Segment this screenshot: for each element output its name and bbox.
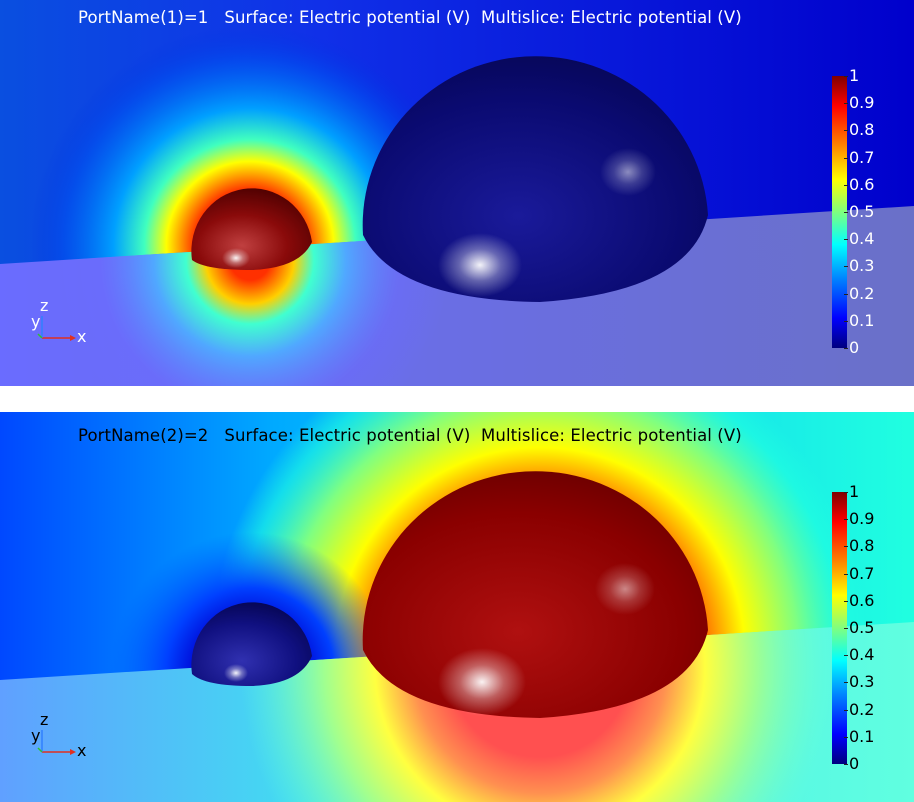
plot-title: PortName(1)=1 Surface: Electric potentia… — [78, 8, 742, 27]
colorbar-tick-label: 0.3 — [843, 672, 875, 692]
y-axis-label: y — [31, 312, 41, 331]
large-sphere[interactable] — [362, 471, 708, 718]
colorbar-tick-label: 0 — [843, 338, 860, 357]
axis-triad — [37, 316, 76, 341]
colorbar-tick-label: 0.4 — [843, 229, 875, 249]
z-axis-label: z — [40, 296, 49, 315]
plot-panel-port-1: PortName(1)=1 Surface: Electric potentia… — [0, 0, 914, 386]
colorbar-tick-label: 0.6 — [843, 174, 875, 194]
y-axis-label: y — [31, 726, 41, 745]
z-axis-label: z — [40, 710, 49, 729]
colorbar-tick-label: 0.3 — [843, 256, 875, 276]
colorbar-ticks: 1 0.9 0.8 0.7 0.6 0.5 0.4 0.3 0.2 0.1 0 — [843, 482, 909, 774]
colorbar-tick-label: 0.2 — [843, 283, 875, 303]
colorbar-tick-label: 0.1 — [843, 310, 875, 330]
colorbar-tick-label: 0.6 — [843, 590, 875, 610]
x-axis-label: x — [77, 327, 87, 346]
large-sphere-highlight-2 — [600, 148, 656, 196]
small-sphere-highlight — [224, 664, 248, 682]
large-sphere[interactable] — [362, 56, 708, 302]
colorbar-tick-label: 0.7 — [843, 563, 875, 583]
scene-3d-view[interactable] — [0, 412, 914, 802]
small-sphere[interactable] — [191, 188, 312, 270]
plot-title: PortName(2)=2 Surface: Electric potentia… — [78, 426, 742, 445]
large-sphere-highlight — [438, 233, 522, 297]
colorbar-tick-label: 1 — [843, 66, 860, 85]
colorbar-tick-label: 0.2 — [843, 699, 875, 719]
colorbar-tick-label: 0.8 — [843, 536, 875, 556]
x-axis-arrowhead — [70, 335, 76, 341]
large-sphere-highlight — [438, 648, 526, 716]
y-axis-arrow — [37, 333, 43, 339]
x-axis-label: x — [77, 741, 87, 760]
colorbar-ticks: 1 0.9 0.8 0.7 0.6 0.5 0.4 0.3 0.2 0.1 0 — [843, 66, 909, 358]
colorbar-tick-label: 0.7 — [843, 147, 875, 167]
colorbar-tick-label: 0.1 — [843, 726, 875, 746]
colorbar-tick-label: 0.5 — [843, 618, 875, 637]
small-sphere[interactable] — [191, 602, 312, 686]
scene-3d-view[interactable] — [0, 0, 914, 386]
large-sphere-highlight-2 — [595, 563, 655, 615]
colorbar-tick-label: 0.9 — [843, 93, 875, 113]
colorbar-tick-label: 0.4 — [843, 645, 875, 665]
colorbar-tick-label: 1 — [843, 482, 860, 501]
colorbar-tick-label: 0 — [843, 754, 860, 773]
colorbar-tick-label: 0.5 — [843, 202, 875, 221]
y-axis-arrow — [37, 747, 43, 753]
x-axis-arrowhead — [70, 749, 76, 755]
colorbar-tick-label: 0.9 — [843, 509, 875, 529]
colorbar-gradient — [832, 492, 847, 764]
small-sphere-highlight — [222, 248, 250, 268]
colorbar-tick-label: 0.8 — [843, 120, 875, 140]
axis-triad — [37, 730, 76, 755]
plot-panel-port-2: PortName(2)=2 Surface: Electric potentia… — [0, 412, 914, 802]
colorbar-gradient — [832, 76, 847, 348]
